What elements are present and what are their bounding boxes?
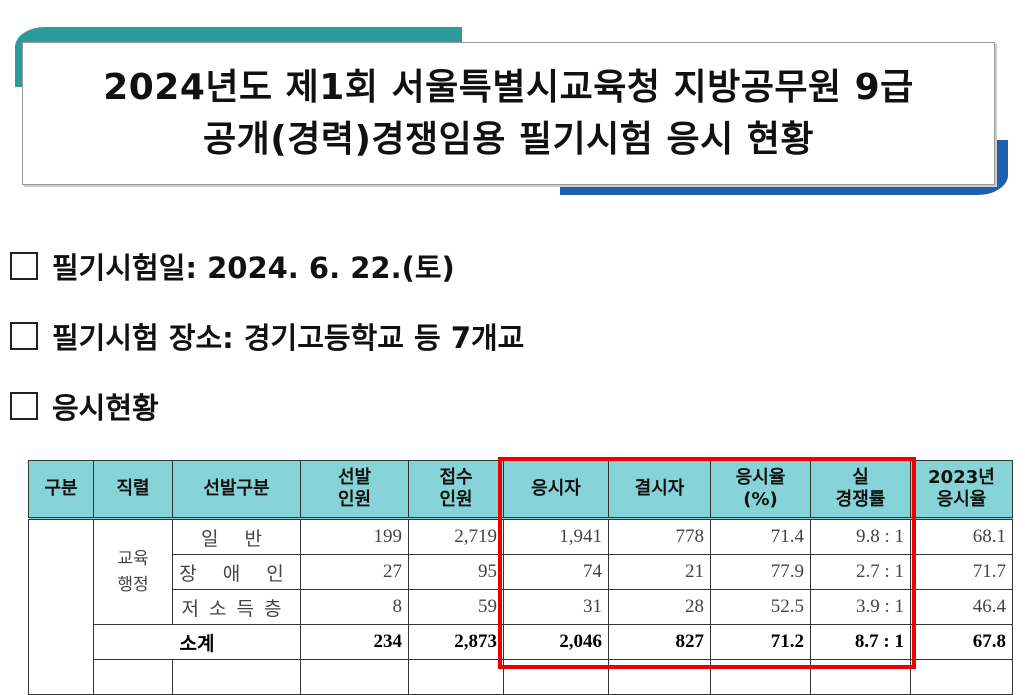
selection-cell: 일 반 [172,518,301,555]
value-cell: 8.7 : 1 [810,624,911,660]
checkbox-icon [10,252,38,280]
checkbox-icon [10,322,38,350]
bullet: 필기시험일: 2024. 6. 22.(토) [10,245,455,287]
value-cell: 71.4 [710,518,811,555]
empty-cell [172,659,301,695]
bullet: 필기시험 장소: 경기고등학교 등 7개교 [10,315,524,357]
header-text: 응시자 [531,478,581,499]
value-cell: 2.7 : 1 [810,554,911,590]
header-cell: 구분 [28,460,94,520]
header-text: (%) [743,489,778,510]
value-cell: 27 [300,554,409,590]
title-box: 2024년도 제1회 서울특별시교육청 지방공무원 9급 공개(경력)경쟁임용 … [22,42,995,185]
value-cell: 1,941 [503,518,609,555]
header-text: 접수 [439,467,473,488]
empty-cell [910,659,1013,695]
value-cell: 67.8 [910,624,1013,660]
header-text: 2023년 [928,467,995,488]
header-text: 구분 [44,478,78,499]
value-cell: 2,873 [408,624,504,660]
empty-cell [608,659,711,695]
value-cell: 74 [503,554,609,590]
header-cell: 선발 인원 [300,460,409,520]
header-cell: 접수 인원 [408,460,504,520]
value-cell: 827 [608,624,711,660]
header-text: 선발구분 [203,478,270,499]
value-cell: 2,046 [503,624,609,660]
value-cell: 68.1 [910,518,1013,555]
value-cell: 31 [503,589,609,625]
header-text: 실 [852,467,869,488]
bullet-text: 필기시험 장소: 경기고등학교 등 7개교 [52,321,525,355]
table-row: 장 애 인 27 95 74 21 77.9 2.7 : 1 71.7 [29,554,1013,590]
value-cell: 46.4 [910,589,1013,625]
empty-cell [710,659,811,695]
page: {"header": {"title_lines": ["2024년도 제1회 … [10,27,1013,695]
value-cell: 71.2 [710,624,811,660]
header-text: 인원 [439,489,473,510]
value-cell: 234 [300,624,409,660]
header-cell: 결시자 [608,460,711,520]
header-text: 결시자 [634,478,685,499]
value-cell: 8 [300,589,409,625]
header-text: 응시율 [735,467,786,488]
table-row: 저소득층 8 59 31 28 52.5 3.9 : 1 46.4 [29,589,1013,625]
bullet-text: 필기시험일: 2024. 6. 22.(토) [52,251,455,285]
selection-cell: 소계 [93,624,301,660]
value-cell: 199 [300,518,409,555]
empty-cell [503,659,609,695]
title: 2024년도 제1회 서울특별시교육청 지방공무원 9급 [103,66,914,108]
value-cell: 9.8 : 1 [810,518,911,555]
value-cell: 28 [608,589,711,625]
empty-cell [93,659,173,695]
header-text: 선발 [337,467,372,488]
title: 공개(경력)경쟁임용 필기시험 응시 현황 [203,118,814,160]
selection-cell: 저소득층 [172,589,301,625]
value-cell: 3.9 : 1 [810,589,911,625]
status-table: 구분 직렬 선발구분 선발 인원 접수 인원 응시자 결시자 응시율 (%) 실 경쟁률 2023년 응시율… [28,460,1013,695]
group-text: 교육 [117,549,149,569]
table-row: 소계 234 2,873 2,046 827 71.2 8.7 : 1 67.8 [29,624,1013,660]
value-cell: 77.9 [710,554,811,590]
checkbox-icon [10,392,38,420]
header-text: 인원 [337,489,372,510]
table-row: 교육 행정 일 반 199 2,719 1,941 778 71.4 9.8 : 1 68.1 [28,518,1013,695]
header-cell: 응시율 (%) [710,460,811,520]
header-text: 직렬 [116,478,150,499]
value-cell: 52.5 [710,589,811,625]
selection-cell: 장 애 인 [172,554,301,590]
value-cell: 778 [608,518,711,555]
table-row [29,659,1013,695]
header-cell: 선발구분 [172,460,301,520]
header-text: 경쟁률 [835,489,886,510]
header-cell: 직렬 [93,460,173,520]
group-cell [28,518,94,695]
empty-cell [300,659,409,695]
group-text: 행정 [117,575,149,595]
header-cell: 응시자 [503,460,609,520]
header-text: 응시율 [936,489,987,510]
bullet-text: 응시현황 [52,391,159,425]
header-cell: 실 경쟁률 [810,460,911,520]
value-cell: 2,719 [408,518,504,555]
value-cell: 59 [408,589,504,625]
value-cell: 71.7 [910,554,1013,590]
header-row: 구분 직렬 선발구분 선발 인원 접수 인원 응시자 결시자 응시율 (%) 실 경쟁률 2023년 응시율 [28,460,1013,520]
empty-cell [810,659,911,695]
header-cell: 2023년 응시율 [910,460,1013,520]
value-cell: 95 [408,554,504,590]
empty-cell [408,659,504,695]
value-cell: 21 [608,554,711,590]
bullet: 응시현황 [10,385,159,427]
